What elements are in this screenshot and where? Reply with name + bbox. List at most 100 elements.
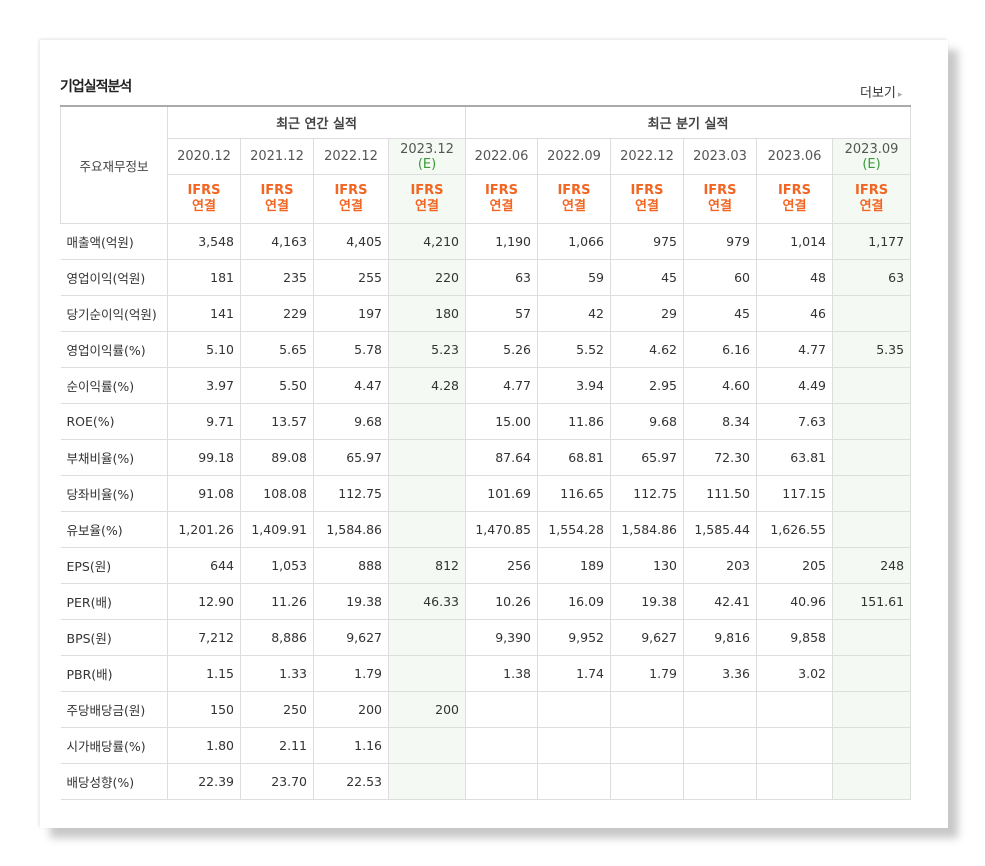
value-cell: 9,858: [756, 619, 833, 656]
value-cell: 46.33: [388, 583, 466, 620]
basis: IFRS: [557, 183, 591, 198]
corner-cell: 주요재무정보: [60, 105, 168, 224]
value-cell: [537, 727, 611, 764]
basis-header: IFRS 연결: [465, 174, 538, 224]
value-cell: 181: [167, 259, 241, 296]
value-cell: 40.96: [756, 583, 833, 620]
period: 2022.09: [547, 149, 601, 164]
row-label: PBR(배): [60, 655, 168, 692]
more-link[interactable]: 더보기: [860, 82, 902, 101]
value-cell: 4.77: [756, 331, 833, 368]
value-cell: [537, 691, 611, 728]
value-cell: 87.64: [465, 439, 538, 476]
value-cell: [388, 619, 466, 656]
value-cell: [831, 295, 912, 332]
data-row: ROE(%) 9.71 13.57 9.68 15.00 11.86 9.68 8.34 7.6…: [60, 403, 912, 440]
period-header: 2023.12 (E): [388, 138, 466, 175]
value-cell: 1,470.85: [465, 511, 538, 548]
value-cell: 1.15: [167, 655, 241, 692]
row-label: 부채비율(%): [60, 439, 168, 476]
value-cell: 65.97: [313, 439, 389, 476]
value-cell: 63: [465, 259, 538, 296]
value-cell: [831, 691, 912, 728]
header-row: 2020.12 2021.12 2022.12 2023.12 (E) 2022.06 20…: [61, 138, 912, 175]
value-cell: 1,409.91: [240, 511, 314, 548]
value-cell: 2.95: [610, 367, 684, 404]
data-row: PBR(배) 1.15 1.33 1.79 1.38 1.74 1.79 3.36 3.02: [60, 655, 912, 692]
basis-header: IFRS 연결: [610, 174, 684, 224]
data-row: 영업이익률(%) 5.10 5.65 5.78 5.23 5.26 5.52 4.62 6.16…: [60, 331, 912, 368]
value-cell: 3.97: [167, 367, 241, 404]
data-row: EPS(원) 644 1,053 888 812 256 189 130 203 205 248: [60, 547, 912, 584]
basis-header: IFRS 연결: [537, 174, 611, 224]
value-cell: 9,627: [610, 619, 684, 656]
value-cell: [683, 727, 757, 764]
value-cell: 10.26: [465, 583, 538, 620]
value-cell: 975: [610, 223, 684, 260]
header-row: 주요재무정보 최근 연간 실적 최근 분기 실적: [60, 105, 912, 224]
data-row: 순이익률(%) 3.97 5.50 4.47 4.28 4.77 3.94 2.95 4.60 4…: [60, 367, 912, 404]
value-cell: 9,952: [537, 619, 611, 656]
value-cell: [537, 763, 611, 800]
value-cell: [756, 763, 833, 800]
value-cell: [388, 763, 466, 800]
value-cell: 89.08: [240, 439, 314, 476]
value-cell: 9,816: [683, 619, 757, 656]
scope: 연결: [859, 199, 884, 214]
value-cell: [831, 403, 912, 440]
value-cell: [465, 727, 538, 764]
value-cell: 1,554.28: [537, 511, 611, 548]
value-cell: 189: [537, 547, 611, 584]
period: 2022.12: [324, 149, 378, 164]
value-cell: 4.60: [683, 367, 757, 404]
value-cell: 112.75: [313, 475, 389, 512]
value-cell: [388, 655, 466, 692]
value-cell: 5.10: [167, 331, 241, 368]
group-header: 최근 연간 실적: [167, 105, 466, 139]
basis-header: IFRS 연결: [683, 174, 757, 224]
value-cell: 22.39: [167, 763, 241, 800]
row-label: 당기순이익(억원): [60, 295, 168, 332]
value-cell: 101.69: [465, 475, 538, 512]
data-row: 매출액(억원) 3,548 4,163 4,405 4,210 1,190 1,066 975…: [60, 223, 912, 260]
financial-table: 주요재무정보 최근 연간 실적 최근 분기 실적 2020.12 2021.12 2022…: [60, 105, 912, 800]
value-cell: 888: [313, 547, 389, 584]
data-row: 유보율(%) 1,201.26 1,409.91 1,584.86 1,470.85 1,…: [60, 511, 912, 548]
basis: IFRS: [187, 183, 221, 198]
basis-header: IFRS 연결: [313, 174, 389, 224]
row-label: ROE(%): [60, 403, 168, 440]
value-cell: 117.15: [756, 475, 833, 512]
value-cell: 250: [240, 691, 314, 728]
value-cell: 5.65: [240, 331, 314, 368]
value-cell: 111.50: [683, 475, 757, 512]
row-label: 주당배당금(원): [60, 691, 168, 728]
value-cell: 1,626.55: [756, 511, 833, 548]
value-cell: 151.61: [831, 583, 912, 620]
value-cell: 29: [610, 295, 684, 332]
value-cell: 63: [831, 259, 912, 296]
value-cell: 65.97: [610, 439, 684, 476]
estimate-note: (E): [417, 156, 437, 172]
value-cell: 1.80: [167, 727, 241, 764]
scope: 연결: [708, 199, 732, 214]
value-cell: 4,163: [240, 223, 314, 260]
basis: IFRS: [777, 183, 812, 198]
value-cell: [610, 763, 684, 800]
value-cell: 5.26: [465, 331, 538, 368]
period-header: 2022.09: [537, 138, 611, 175]
value-cell: 200: [313, 691, 389, 728]
value-cell: 1,066: [537, 223, 611, 260]
value-cell: 979: [683, 223, 757, 260]
basis: IFRS: [260, 183, 294, 198]
scope: 연결: [562, 199, 586, 214]
value-cell: 1,585.44: [683, 511, 757, 548]
period-header: 2023.03: [683, 138, 757, 175]
value-cell: 1,201.26: [167, 511, 241, 548]
value-cell: 4.49: [756, 367, 833, 404]
value-cell: 205: [756, 547, 833, 584]
value-cell: 4.77: [465, 367, 538, 404]
value-cell: 3.02: [756, 655, 833, 692]
value-cell: [756, 691, 833, 728]
basis: IFRS: [630, 183, 664, 198]
value-cell: 13.57: [240, 403, 314, 440]
